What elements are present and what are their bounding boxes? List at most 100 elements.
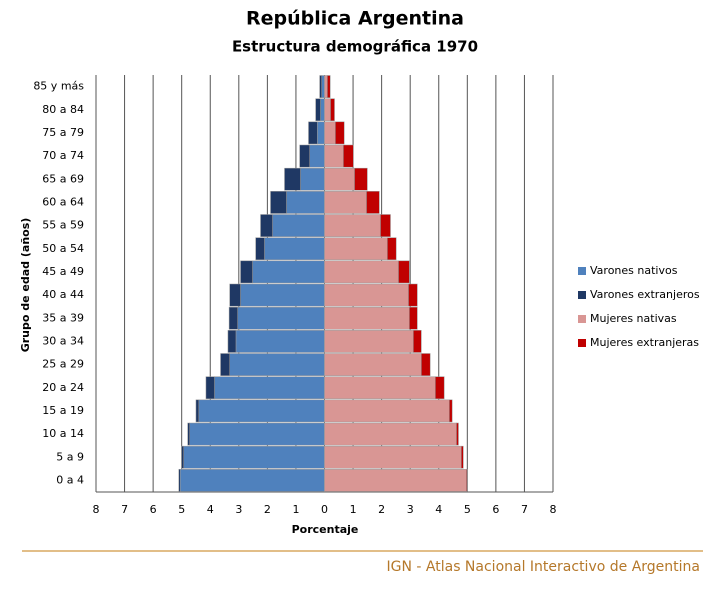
- bar: [421, 353, 431, 376]
- y-tick-label: 0 a 4: [56, 473, 84, 486]
- bar: [380, 214, 391, 237]
- bar: [324, 422, 457, 446]
- bar: [205, 376, 215, 400]
- y-tick-label: 30 a 34: [42, 334, 84, 347]
- bar: [284, 167, 301, 191]
- x-tick-label: 1: [350, 503, 357, 516]
- bar: [272, 214, 325, 237]
- bar: [264, 237, 325, 261]
- x-tick-label: 4: [207, 503, 214, 516]
- bar: [252, 260, 325, 284]
- bar: [220, 353, 230, 376]
- x-tick-label: 6: [492, 503, 499, 516]
- bar: [324, 445, 462, 469]
- y-tick-label: 25 a 29: [42, 358, 84, 371]
- bar: [354, 167, 368, 191]
- x-tick-label: 8: [93, 503, 100, 516]
- y-tick-label: 10 a 14: [42, 427, 84, 440]
- bar: [255, 237, 265, 261]
- bar: [187, 422, 190, 446]
- legend-label: Mujeres extranjeras: [590, 336, 699, 349]
- bar: [324, 144, 344, 168]
- legend-label: Varones nativos: [590, 264, 678, 277]
- bar: [324, 306, 410, 330]
- bar: [324, 469, 467, 492]
- bar: [270, 191, 287, 214]
- y-tick-label: 65 a 69: [42, 172, 84, 185]
- bar: [324, 399, 450, 423]
- chart-title: República Argentina: [246, 8, 464, 30]
- x-tick-label: 2: [378, 503, 385, 516]
- bar: [324, 330, 414, 353]
- bar: [324, 260, 399, 284]
- y-tick-label: 5 a 9: [56, 450, 84, 463]
- bar: [317, 121, 325, 145]
- bar: [449, 399, 453, 423]
- bar: [229, 353, 325, 376]
- bar: [178, 469, 181, 492]
- bar: [319, 75, 322, 98]
- x-tick-label: 0: [321, 503, 328, 516]
- x-tick-label: 1: [292, 503, 299, 516]
- bar: [214, 376, 325, 400]
- bar: [366, 191, 380, 214]
- chart-subtitle: Estructura demográfica 1970: [232, 38, 478, 56]
- bar: [321, 75, 325, 98]
- legend-swatch: [578, 339, 586, 347]
- bar: [181, 445, 184, 469]
- bar: [324, 353, 422, 376]
- bar: [413, 330, 422, 353]
- bar: [324, 75, 328, 98]
- bar: [466, 469, 468, 492]
- bar: [387, 237, 397, 261]
- x-tick-label: 3: [407, 503, 414, 516]
- legend-swatch: [578, 267, 586, 275]
- bar: [324, 98, 331, 122]
- bar: [330, 98, 335, 122]
- bar: [320, 98, 325, 122]
- bar: [237, 306, 325, 330]
- y-tick-label: 85 y más: [33, 80, 84, 93]
- bar: [235, 330, 325, 353]
- bar: [308, 121, 318, 145]
- bar: [435, 376, 445, 400]
- bar: [324, 191, 367, 214]
- y-tick-label: 75 a 79: [42, 126, 84, 139]
- bar: [227, 330, 237, 353]
- legend-label: Varones extranjeros: [590, 288, 700, 301]
- x-tick-label: 8: [550, 503, 557, 516]
- bar: [229, 283, 241, 307]
- bar: [309, 144, 325, 168]
- bar: [180, 469, 325, 492]
- bar: [299, 144, 310, 168]
- bar: [327, 75, 331, 98]
- x-tick-label: 6: [150, 503, 157, 516]
- bar: [300, 167, 325, 191]
- bar: [198, 399, 325, 423]
- bar: [324, 376, 436, 400]
- x-tick-label: 4: [435, 503, 442, 516]
- x-tick-label: 2: [264, 503, 271, 516]
- bar: [335, 121, 345, 145]
- legend-label: Mujeres nativas: [590, 312, 677, 325]
- y-tick-label: 40 a 44: [42, 288, 84, 301]
- bar: [228, 306, 238, 330]
- bar: [398, 260, 410, 284]
- bar: [409, 306, 418, 330]
- bar: [324, 237, 388, 261]
- y-tick-label: 20 a 24: [42, 381, 84, 394]
- bar: [315, 98, 321, 122]
- bar: [183, 445, 325, 469]
- footer: IGN - Atlas Nacional Interactivo de Arge…: [387, 559, 701, 575]
- x-tick-label: 3: [235, 503, 242, 516]
- x-tick-label: 5: [178, 503, 185, 516]
- legend-swatch: [578, 315, 586, 323]
- bar: [240, 260, 253, 284]
- bar: [286, 191, 325, 214]
- y-tick-label: 35 a 39: [42, 311, 84, 324]
- y-tick-label: 70 a 74: [42, 149, 84, 162]
- bar: [456, 422, 459, 446]
- x-tick-label: 5: [464, 503, 471, 516]
- bar: [195, 399, 200, 423]
